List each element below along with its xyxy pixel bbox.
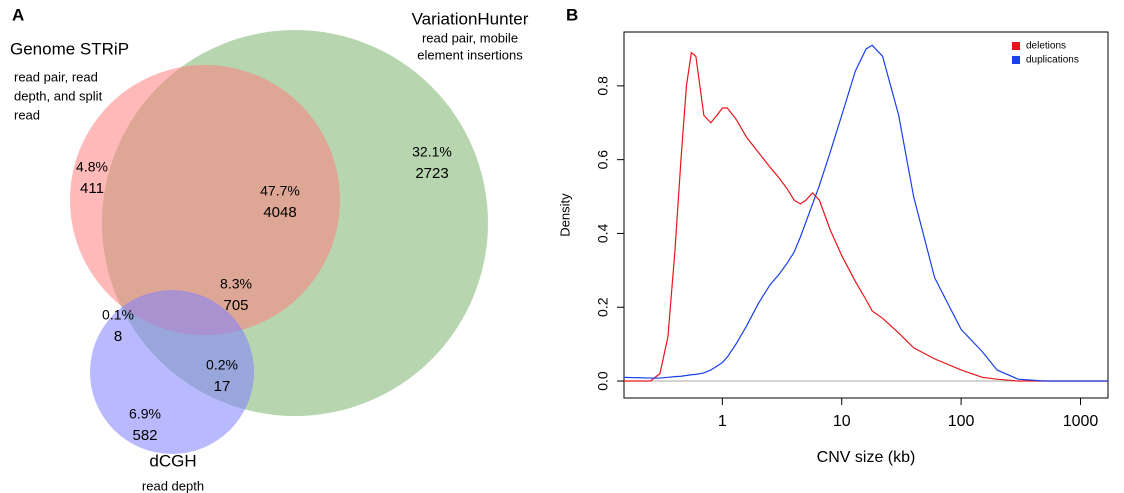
legend-swatch — [1012, 56, 1020, 64]
panel-label: B — [566, 5, 578, 24]
x-tick-label: 100 — [948, 413, 975, 430]
y-tick-label: 0.4 — [595, 224, 611, 244]
set-description: read pair, mobile — [422, 30, 518, 45]
legend-swatch — [1012, 42, 1020, 50]
set-description: depth, and split — [14, 88, 103, 103]
x-tick-label: 10 — [833, 413, 851, 430]
legend-label: duplications — [1026, 55, 1079, 66]
x-tick-label: 1 — [718, 413, 727, 430]
density-line — [624, 51, 1108, 382]
set-circle — [70, 65, 340, 335]
region-share: 47.7% — [260, 183, 300, 199]
y-axis-label: Density — [557, 193, 572, 237]
region-share: 0.1% — [102, 307, 134, 323]
region-share: 32.1% — [412, 144, 452, 160]
legend-label: deletions — [1026, 41, 1066, 52]
region-count: 17 — [214, 378, 231, 395]
region-count: 411 — [80, 180, 104, 197]
panel-label: A — [12, 5, 24, 24]
region-share: 8.3% — [220, 276, 252, 292]
x-axis-label: CNV size (kb) — [817, 449, 916, 466]
region-share: 6.9% — [129, 406, 161, 422]
set-circle — [90, 290, 254, 454]
set-description: read depth — [142, 478, 204, 493]
y-tick-label: 0.6 — [595, 150, 611, 170]
set-description: element insertions — [417, 47, 523, 62]
region-count: 4048 — [263, 204, 296, 221]
set-name: Genome STRiP — [10, 39, 129, 58]
set-name: dCGH — [149, 451, 196, 470]
set-description: read pair, read — [14, 69, 98, 84]
region-count: 8 — [114, 328, 122, 345]
x-tick-label: 1000 — [1063, 413, 1099, 430]
region-count: 582 — [132, 427, 157, 444]
density-line — [623, 44, 1108, 382]
region-count: 2723 — [415, 165, 448, 182]
set-name: VariationHunter — [412, 9, 529, 28]
set-description: read — [14, 107, 40, 122]
region-share: 4.8% — [76, 159, 108, 175]
region-count: 705 — [223, 297, 248, 314]
y-tick-label: 0.0 — [595, 371, 611, 391]
y-tick-label: 0.8 — [595, 76, 611, 96]
y-tick-label: 0.2 — [595, 297, 611, 317]
plot-frame — [623, 31, 1109, 399]
region-share: 0.2% — [206, 357, 238, 373]
